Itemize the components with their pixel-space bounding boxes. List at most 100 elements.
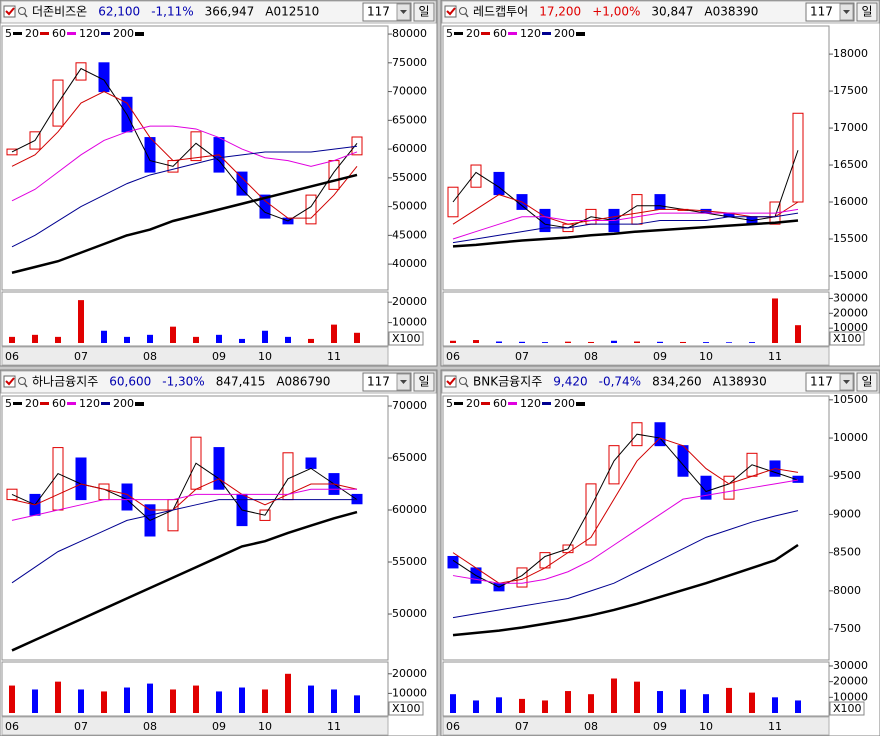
search-icon[interactable] [459, 7, 467, 15]
moving-average-line [452, 208, 799, 240]
volume-tick-label: 30000 [833, 291, 868, 304]
checkbox[interactable] [3, 5, 16, 18]
volume-unit: X100 [833, 702, 862, 715]
candle-body [608, 445, 620, 485]
volume-bar [749, 692, 755, 713]
legend-label: 120 [79, 27, 100, 40]
unit-label: 일 [418, 5, 429, 19]
candle-body [144, 137, 156, 173]
legend-label: 5 [5, 27, 12, 40]
volume-bar [634, 681, 640, 713]
moving-average-line [11, 488, 357, 521]
month-label: 06 [446, 720, 460, 733]
period-arrow [400, 10, 407, 14]
month-label: 08 [584, 350, 598, 363]
candle-body [700, 475, 712, 500]
volume-bar [657, 341, 663, 343]
volume-bar [795, 700, 801, 713]
volume-bar [703, 694, 709, 713]
volume-bar [262, 689, 268, 713]
date-axis [442, 716, 830, 736]
legend-label: 120 [520, 397, 541, 410]
y-tick-label: 75000 [392, 56, 427, 69]
month-label: 08 [584, 720, 598, 733]
moving-average-line [452, 212, 799, 244]
candle-body [447, 555, 459, 569]
search-icon[interactable] [18, 377, 26, 385]
moving-average-line [11, 173, 358, 274]
volume-bar [78, 300, 84, 343]
moving-average-line [11, 478, 358, 511]
moving-average-line [452, 510, 799, 619]
volume-tick-label: 20000 [833, 675, 868, 688]
date-axis [1, 346, 389, 366]
header-code: A012510 [265, 5, 319, 19]
volume-bar [78, 689, 84, 713]
legend-label: 60 [52, 397, 66, 410]
volume-unit-box [829, 331, 865, 346]
search-icon[interactable] [459, 377, 467, 385]
month-label: 07 [515, 720, 529, 733]
header-change: -1,30% [162, 375, 204, 389]
header-volume: 847,415 [216, 375, 266, 389]
volume-unit-box [388, 701, 424, 716]
checkbox[interactable] [444, 375, 457, 388]
checkbox[interactable] [444, 5, 457, 18]
unit-button[interactable] [856, 372, 878, 392]
legend-label: 200 [554, 27, 575, 40]
date-axis [1, 716, 389, 736]
moving-average-line [11, 67, 358, 222]
search-icon[interactable] [18, 7, 26, 15]
legend-label: 20 [25, 27, 39, 40]
month-label: 06 [5, 350, 19, 363]
volume-bar [354, 695, 360, 713]
y-tick-label: 65000 [392, 113, 427, 126]
candle-body [213, 447, 225, 490]
volume-unit-box [388, 331, 424, 346]
header-change: -1,11% [151, 5, 193, 19]
month-label: 06 [5, 720, 19, 733]
volume-bar [588, 694, 594, 713]
checkbox[interactable] [3, 375, 16, 388]
legend-swatch [481, 32, 490, 35]
volume-bar [565, 341, 571, 343]
legend-swatch [101, 402, 110, 405]
volume-unit: X100 [392, 702, 421, 715]
y-tick-label: 50000 [392, 200, 427, 213]
period-arrow [843, 380, 850, 384]
volume-bar [262, 330, 268, 343]
y-tick-label: 10000 [833, 431, 868, 444]
month-label: 10 [258, 720, 272, 733]
candle-body [654, 422, 666, 447]
unit-button[interactable] [856, 2, 878, 22]
volume-tick-label: 10000 [392, 316, 427, 329]
month-label: 09 [653, 720, 667, 733]
legend-label: 5 [446, 27, 453, 40]
volume-bar [331, 324, 337, 343]
volume-bar [9, 336, 15, 343]
volume-bar [193, 685, 199, 713]
legend-label: 60 [493, 397, 507, 410]
price-pane [442, 25, 830, 291]
candle-body [654, 194, 666, 210]
candle-body [236, 171, 248, 196]
y-tick-label: 17500 [833, 84, 868, 97]
legend-swatch [542, 32, 551, 35]
volume-bar [565, 691, 571, 713]
volume-tick-label: 10000 [833, 690, 868, 703]
volume-bar [542, 342, 548, 343]
y-tick-label: 10500 [833, 393, 868, 406]
month-label: 07 [515, 350, 529, 363]
legend-swatch [13, 32, 22, 35]
volume-bar [703, 342, 709, 343]
unit-button[interactable] [413, 2, 435, 22]
volume-bar [193, 336, 199, 343]
legend-swatch [40, 402, 49, 405]
header-volume: 30,847 [651, 5, 693, 19]
volume-bar [32, 689, 38, 713]
header-title: 더존비즈온 [32, 5, 87, 19]
moving-average-line [452, 150, 799, 229]
search-icon-handle [23, 13, 28, 18]
candle-body [328, 160, 340, 190]
unit-button[interactable] [413, 372, 435, 392]
